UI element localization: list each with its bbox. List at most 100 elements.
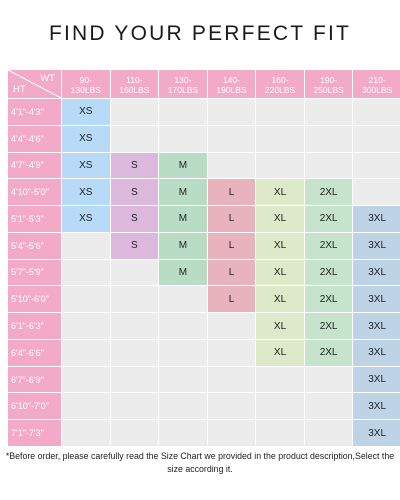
size-cell: XL bbox=[256, 206, 304, 232]
size-cell: 3XL bbox=[353, 206, 400, 232]
size-cell: 3XL bbox=[353, 366, 400, 393]
height-row-header: 4'10"-5'0" bbox=[8, 179, 61, 206]
empty-cell bbox=[207, 339, 256, 366]
size-cell: 3XL bbox=[353, 286, 400, 313]
empty-cell bbox=[256, 99, 304, 125]
size-cell: 3XL bbox=[353, 232, 400, 259]
size-cell: XS bbox=[62, 125, 110, 152]
height-row-header: 6'1"-6'3" bbox=[8, 313, 61, 339]
empty-cell bbox=[256, 366, 304, 393]
empty-cell bbox=[304, 366, 353, 393]
empty-cell bbox=[62, 420, 110, 446]
size-cell: 2XL bbox=[304, 206, 353, 232]
empty-cell bbox=[110, 366, 159, 393]
empty-cell bbox=[353, 179, 400, 206]
size-cell: XS bbox=[62, 179, 110, 206]
weight-column-header: 90- 130LBS bbox=[62, 70, 110, 98]
empty-cell bbox=[62, 313, 110, 339]
size-cell: 2XL bbox=[304, 286, 353, 313]
empty-cell bbox=[110, 125, 159, 152]
empty-cell bbox=[256, 125, 304, 152]
empty-cell bbox=[110, 99, 159, 125]
empty-cell bbox=[304, 393, 353, 420]
empty-cell bbox=[353, 99, 400, 125]
weight-column-header: 210- 300LBS bbox=[353, 70, 400, 98]
empty-cell bbox=[110, 313, 159, 339]
empty-cell bbox=[62, 232, 110, 259]
empty-cell bbox=[159, 286, 207, 313]
weight-column-header: 140- 190LBS bbox=[207, 70, 256, 98]
empty-cell bbox=[110, 420, 159, 446]
size-cell: L bbox=[207, 286, 256, 313]
empty-cell bbox=[159, 393, 207, 420]
size-cell: XS bbox=[62, 99, 110, 125]
empty-cell bbox=[207, 313, 256, 339]
empty-cell bbox=[159, 366, 207, 393]
weight-axis-label: WT bbox=[40, 73, 55, 84]
size-cell: XL bbox=[256, 259, 304, 286]
empty-cell bbox=[110, 286, 159, 313]
size-cell: 3XL bbox=[353, 313, 400, 339]
empty-cell bbox=[110, 339, 159, 366]
corner-diagonal-line bbox=[8, 70, 61, 98]
empty-cell bbox=[256, 420, 304, 446]
height-row-header: 5'7"-5'9" bbox=[8, 259, 61, 286]
page-title: FIND YOUR PERFECT FIT bbox=[48, 22, 352, 45]
size-cell: XS bbox=[62, 206, 110, 232]
weight-column-header: 110- 160LBS bbox=[110, 70, 159, 98]
weight-column-header: 130- 170LBS bbox=[159, 70, 207, 98]
size-cell: XL bbox=[256, 179, 304, 206]
size-cell: XS bbox=[62, 152, 110, 179]
empty-cell bbox=[207, 393, 256, 420]
size-cell: S bbox=[110, 206, 159, 232]
height-row-header: 6'10"-7'0" bbox=[8, 393, 61, 420]
size-cell: 2XL bbox=[304, 339, 353, 366]
size-cell: M bbox=[159, 206, 207, 232]
size-cell: S bbox=[110, 179, 159, 206]
empty-cell bbox=[110, 259, 159, 286]
size-cell: XL bbox=[256, 286, 304, 313]
height-axis-label: HT bbox=[13, 84, 26, 95]
empty-cell bbox=[62, 393, 110, 420]
empty-cell bbox=[159, 339, 207, 366]
empty-cell bbox=[159, 125, 207, 152]
size-cell: L bbox=[207, 179, 256, 206]
empty-cell bbox=[207, 99, 256, 125]
empty-cell bbox=[304, 152, 353, 179]
height-row-header: 7'1"-7'3" bbox=[8, 420, 61, 446]
size-cell: L bbox=[207, 232, 256, 259]
empty-cell bbox=[62, 259, 110, 286]
empty-cell bbox=[62, 366, 110, 393]
size-cell: 3XL bbox=[353, 259, 400, 286]
empty-cell bbox=[304, 125, 353, 152]
empty-cell bbox=[304, 99, 353, 125]
empty-cell bbox=[353, 125, 400, 152]
height-row-header: 5'1"-5'3" bbox=[8, 206, 61, 232]
size-cell: L bbox=[207, 206, 256, 232]
empty-cell bbox=[304, 420, 353, 446]
weight-column-header: 160- 220LBS bbox=[256, 70, 304, 98]
size-chart-note: *Before order, please carefully read the… bbox=[5, 451, 395, 474]
size-cell: 2XL bbox=[304, 179, 353, 206]
size-cell: 2XL bbox=[304, 313, 353, 339]
empty-cell bbox=[207, 152, 256, 179]
empty-cell bbox=[110, 393, 159, 420]
size-cell: XL bbox=[256, 339, 304, 366]
empty-cell bbox=[207, 125, 256, 152]
empty-cell bbox=[256, 152, 304, 179]
table-corner: WT HT bbox=[8, 70, 61, 98]
empty-cell bbox=[207, 420, 256, 446]
empty-cell bbox=[207, 366, 256, 393]
size-cell: 3XL bbox=[353, 393, 400, 420]
empty-cell bbox=[159, 313, 207, 339]
empty-cell bbox=[62, 286, 110, 313]
size-cell: 2XL bbox=[304, 259, 353, 286]
size-cell: M bbox=[159, 259, 207, 286]
height-row-header: 5'4"-5'6" bbox=[8, 232, 61, 259]
height-row-header: 4'7"-4'9" bbox=[8, 152, 61, 179]
empty-cell bbox=[256, 393, 304, 420]
height-row-header: 6'4"-6'6" bbox=[8, 339, 61, 366]
size-cell: M bbox=[159, 179, 207, 206]
height-row-header: 4'4"-4'6" bbox=[8, 125, 61, 152]
size-cell: S bbox=[110, 152, 159, 179]
